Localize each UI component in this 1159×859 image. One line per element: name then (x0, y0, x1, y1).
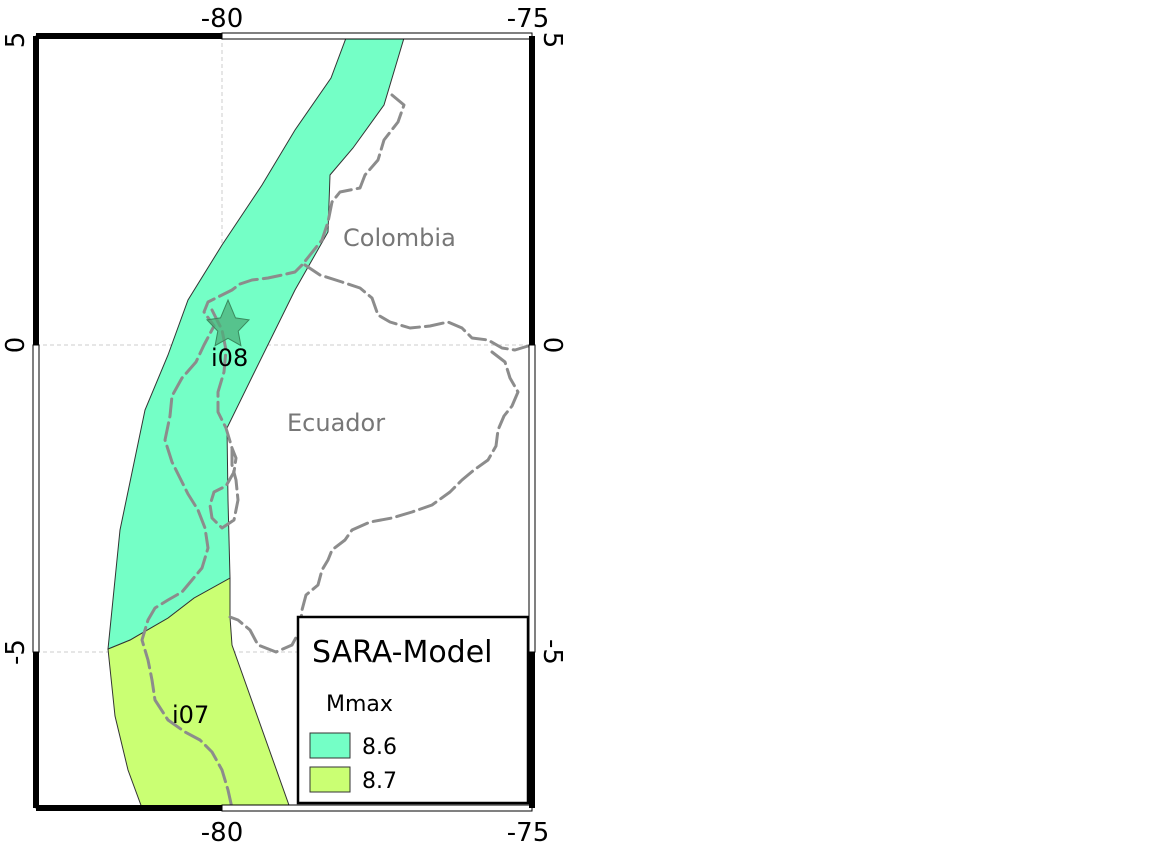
left-tick-label: -5 (1, 639, 31, 665)
legend-item-label: 8.6 (362, 735, 397, 760)
zone-label-i07: i07 (172, 701, 209, 729)
legend-item-label: 8.7 (362, 769, 397, 794)
top-tick-label: -80 (201, 4, 243, 34)
map-frame (32, 32, 536, 812)
left-tick-label: 0 (1, 337, 31, 354)
country-label-ecuador: Ecuador (287, 409, 385, 437)
legend-subtitle: Mmax (326, 692, 393, 717)
right-tick-label: -5 (537, 639, 567, 665)
left-tick-label: 5 (1, 32, 31, 49)
legend-swatch-8-7 (309, 766, 351, 793)
bottom-tick-label: -80 (201, 818, 243, 848)
legend: SARA-Model Mmax 8.6 8.7 (296, 615, 530, 805)
bottom-tick-label: -75 (507, 818, 549, 848)
zone-i08-polygon[interactable] (107, 37, 405, 650)
right-tick-label: 0 (537, 337, 567, 354)
top-tick-label: -75 (507, 4, 549, 34)
axis-labels: -80 -75 -80 -75 5 0 -5 5 0 -5 (1, 4, 567, 848)
legend-swatch-8-6 (309, 732, 351, 759)
country-label-colombia: Colombia (343, 224, 456, 252)
legend-title: SARA-Model (312, 635, 493, 670)
right-tick-label: 5 (537, 32, 567, 49)
coastlines (140, 93, 530, 808)
star-icon[interactable] (205, 298, 251, 347)
zone-label-i08: i08 (211, 344, 248, 372)
